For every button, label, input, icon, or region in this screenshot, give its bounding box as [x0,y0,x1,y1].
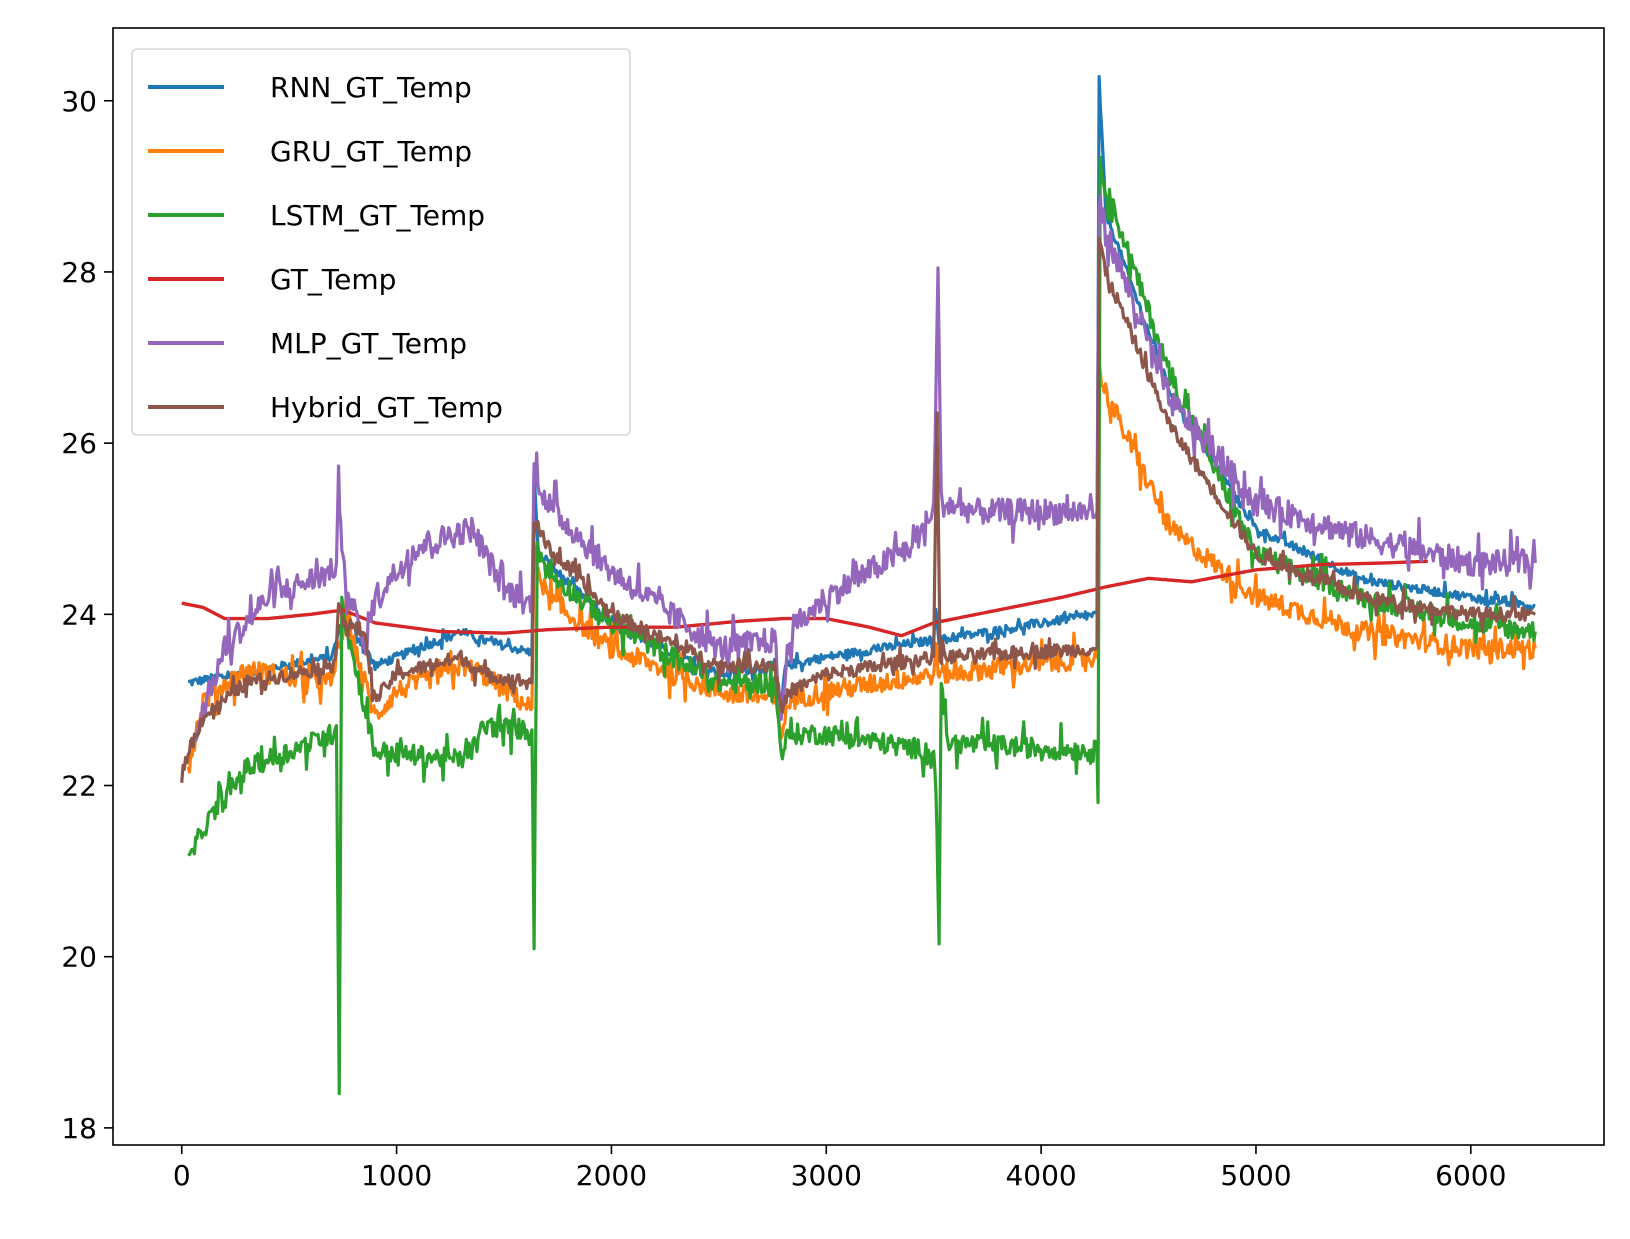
x-tick-label: 3000 [791,1159,862,1192]
y-tick-label: 24 [61,598,97,631]
plot-frame [112,27,1605,1146]
legend-label: MLP_GT_Temp [270,327,467,360]
x-tick-label: 5000 [1220,1159,1291,1192]
legend-label: RNN_GT_Temp [270,71,472,104]
series-line-mlp-gt-temp [193,194,1537,742]
y-tick-label: 18 [61,1112,97,1145]
y-tick-label: 28 [61,256,97,289]
series-line-gru-gt-temp [186,362,1537,774]
legend: RNN_GT_Temp GRU_GT_Temp LSTM_GT_Temp GT_Tem… [131,48,631,436]
legend-label: GRU_GT_Temp [270,135,472,168]
legend-label: Hybrid_GT_Temp [270,391,503,424]
y-tick-label: 30 [61,85,97,118]
x-tick-label: 4000 [1005,1159,1076,1192]
x-tick-label: 6000 [1435,1159,1506,1192]
legend-box [131,48,631,436]
x-tick-label: 1000 [361,1159,432,1192]
y-tick-label: 20 [61,941,97,974]
series-line-rnn-gt-temp [187,74,1536,710]
x-tick-label: 0 [173,1159,191,1192]
legend-label: GT_Temp [270,263,396,296]
x-tick-label: 2000 [576,1159,647,1192]
series-group [180,74,1537,1096]
y-tick-label: 26 [61,427,97,460]
series-line-hybrid-gt-temp [180,236,1537,783]
y-tick-label: 22 [61,770,97,803]
legend-label: LSTM_GT_Temp [270,199,485,232]
